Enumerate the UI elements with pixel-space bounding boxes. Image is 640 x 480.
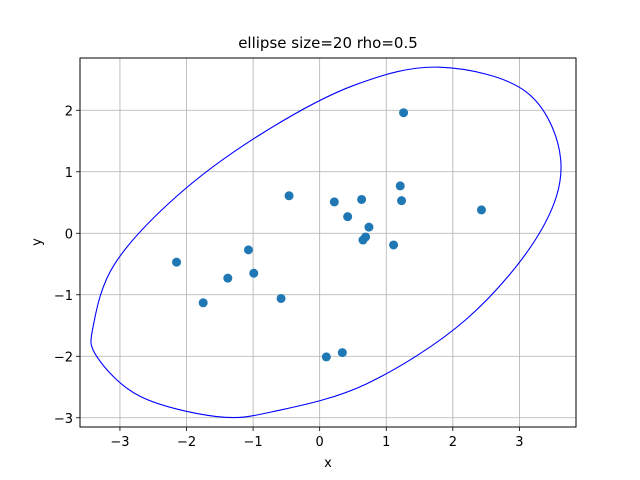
scatter-point [249,268,259,278]
data-points [172,108,486,362]
scatter-point [476,205,486,215]
x-tick-label: 0 [316,435,324,450]
scatter-point [395,181,405,191]
scatter-point [343,212,353,222]
chart-title: ellipse size=20 rho=0.5 [238,34,418,52]
y-tick-label: −3 [54,412,73,427]
x-tick-label: −2 [177,435,196,450]
scatter-point [329,197,339,207]
scatter-point [198,298,208,308]
scatter-point [399,108,409,118]
scatter-point [172,257,182,267]
confidence-ellipse [90,66,562,419]
x-axis-ticks: −3 −2 −1 0 1 2 3 [110,427,524,450]
y-tick-label: −1 [54,289,73,304]
x-tick-label: 3 [515,435,523,450]
scatter-point [364,222,374,232]
x-tick-label: 1 [382,435,390,450]
ellipse-layer [90,66,562,419]
y-axis-label: y [30,238,45,246]
scatter-point [321,352,331,362]
scatter-point [357,194,367,204]
y-tick-label: 2 [65,104,73,119]
grid-lines [80,58,576,427]
scatter-point [361,232,371,242]
y-tick-label: 1 [65,166,73,181]
x-tick-label: 2 [449,435,457,450]
y-axis-ticks: −3 −2 −1 0 1 2 [54,104,80,427]
scatter-point [276,293,286,303]
scatter-point [397,196,407,206]
x-axis-label: x [324,456,332,471]
y-tick-label: 0 [65,227,73,242]
x-tick-label: −3 [110,435,129,450]
scatter-point [337,348,347,358]
plot-frame [79,57,577,428]
scatter-point [243,245,253,255]
x-tick-label: −1 [244,435,263,450]
scatter-point [223,273,233,283]
scatter-point [389,240,399,250]
y-tick-label: −2 [54,350,73,365]
scatter-point [284,191,294,201]
